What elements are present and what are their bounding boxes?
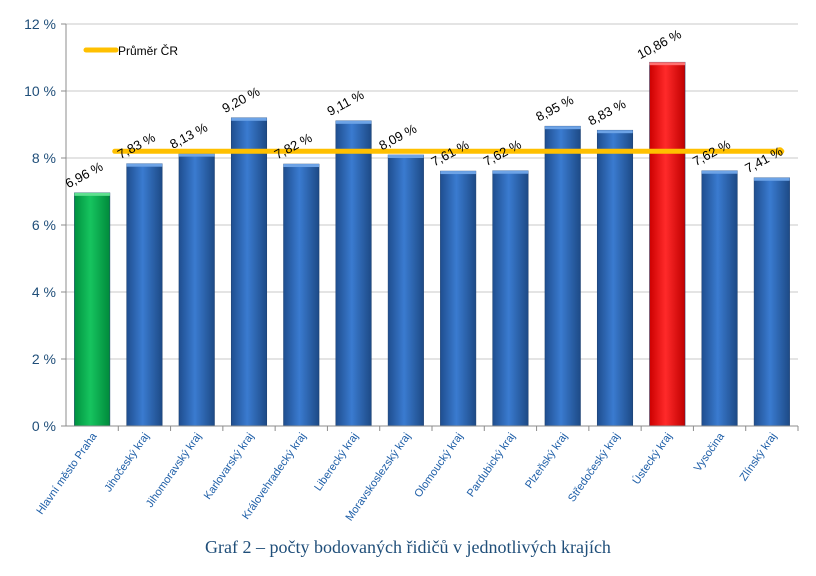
category-label: Olomoucký kraj xyxy=(412,431,465,500)
category-label: Liberecký kraj xyxy=(312,431,361,493)
bar xyxy=(544,125,581,427)
bar xyxy=(596,129,634,427)
category-label: Středočeský kraj xyxy=(566,431,622,504)
data-label: 7,62 % xyxy=(481,136,524,168)
category-label: Pardubický kraj xyxy=(465,431,518,499)
y-axis: 0 % 2 % 4 % 6 % 8 % 10 % 12 % xyxy=(24,16,67,434)
bar xyxy=(126,163,163,427)
y-tick-label: 10 % xyxy=(24,83,56,99)
y-tick-label: 4 % xyxy=(32,284,56,300)
bar xyxy=(335,120,372,427)
bars xyxy=(74,61,790,427)
data-label: 8,83 % xyxy=(585,96,628,128)
data-label: 7,61 % xyxy=(429,137,472,169)
category-label: Jihomoravský kraj xyxy=(144,431,204,510)
bar xyxy=(492,170,529,427)
data-label: 10,86 % xyxy=(635,26,685,62)
category-label: Jihočeský kraj xyxy=(102,431,151,494)
category-label: Plzeňský kraj xyxy=(523,431,570,491)
bar xyxy=(701,170,738,427)
category-label: Vysočina xyxy=(692,430,728,474)
data-label: 7,41 % xyxy=(742,143,785,175)
legend-label: Průměr ČR xyxy=(118,43,178,58)
bar-top-highlight xyxy=(492,170,529,174)
data-label: 8,95 % xyxy=(533,92,576,124)
bar xyxy=(230,117,268,427)
bar-top-highlight xyxy=(231,117,267,121)
bar-top-highlight xyxy=(649,62,686,66)
average-line-endpoint xyxy=(775,147,784,156)
chart-caption: Graf 2 – počty bodovaných řidičů v jedno… xyxy=(205,537,611,557)
data-label: 7,62 % xyxy=(690,136,733,168)
y-tick-label: 8 % xyxy=(32,150,56,166)
bar xyxy=(440,170,477,427)
y-tick-label: 12 % xyxy=(24,16,56,32)
bar xyxy=(178,153,215,427)
bar-top-highlight xyxy=(126,163,163,167)
data-label: 7,83 % xyxy=(115,129,158,161)
bar xyxy=(649,61,686,427)
data-label: 7,82 % xyxy=(272,130,315,162)
y-tick-label: 0 % xyxy=(32,418,56,434)
category-label: Zlínský kraj xyxy=(738,431,780,483)
data-label: 8,09 % xyxy=(376,121,419,153)
bar-top-highlight xyxy=(335,120,372,124)
bar-top-highlight xyxy=(597,130,633,134)
data-label: 9,20 % xyxy=(219,84,262,116)
y-tick-label: 6 % xyxy=(32,217,56,233)
category-label: Karlovarský kraj xyxy=(202,431,257,502)
legend: Průměr ČR xyxy=(83,43,178,58)
bar-top-highlight xyxy=(388,154,424,158)
x-axis: Hlavní město Praha Jihočeský krajJihomora… xyxy=(34,425,799,523)
data-label: 8,13 % xyxy=(167,119,210,151)
bar-top-highlight xyxy=(544,126,581,130)
bar xyxy=(753,177,790,427)
gridlines xyxy=(66,23,798,427)
bar xyxy=(387,154,424,427)
bar-top-highlight xyxy=(754,177,790,181)
bar-top-highlight xyxy=(178,153,215,157)
bar-top-highlight xyxy=(440,171,476,175)
y-tick-label: 2 % xyxy=(32,351,56,367)
average-line-group xyxy=(112,147,785,156)
bar-top-highlight xyxy=(701,170,738,174)
category-label: Ústecký kraj xyxy=(630,430,675,487)
bar xyxy=(74,192,111,427)
bar xyxy=(283,163,320,427)
bar-chart: 0 % 2 % 4 % 6 % 8 % 10 % 12 % 6,96 % 7,83 % 8,13… xyxy=(24,16,799,523)
category-label: Hlavní město Praha xyxy=(34,430,100,517)
bar-top-highlight xyxy=(74,192,110,196)
bar-top-highlight xyxy=(283,164,320,168)
data-label: 6,96 % xyxy=(63,159,106,191)
data-label: 9,11 % xyxy=(324,87,366,119)
